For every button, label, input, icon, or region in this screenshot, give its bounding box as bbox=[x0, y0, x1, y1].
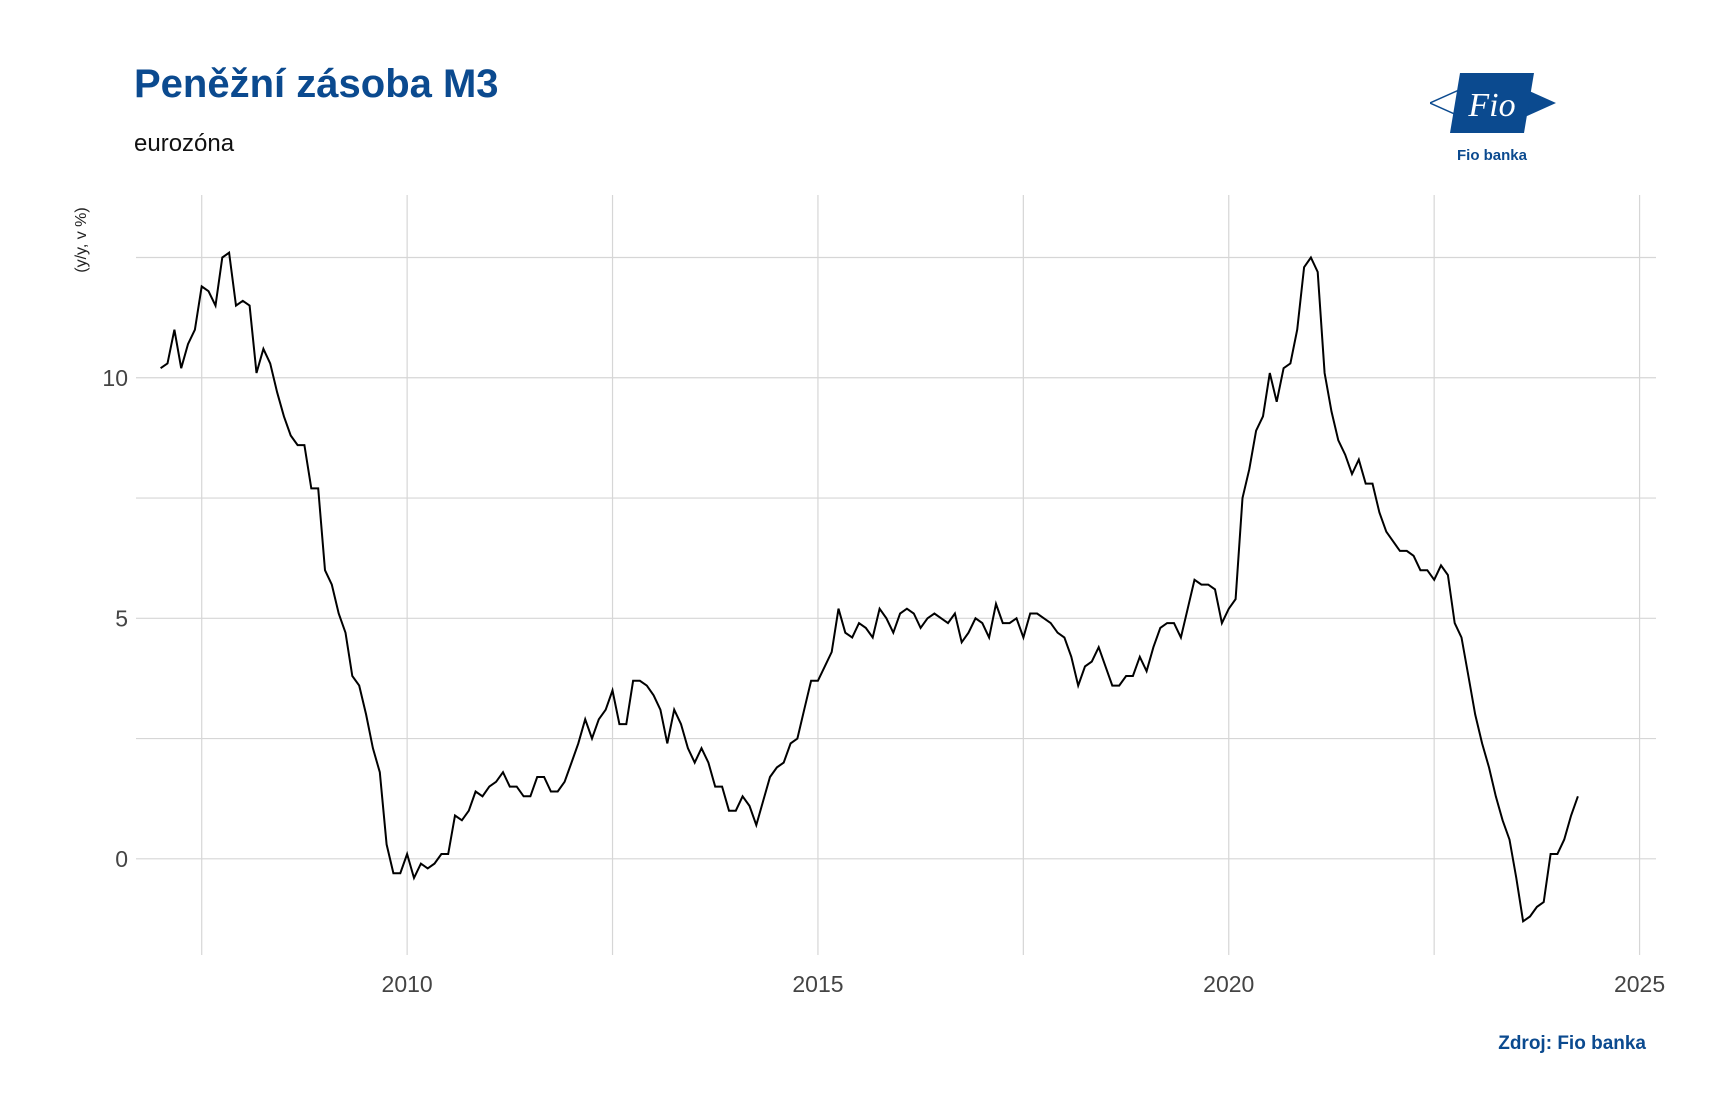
y-tick-label: 0 bbox=[115, 846, 128, 872]
logo-mark-text: Fio bbox=[1467, 87, 1515, 124]
x-tick-label: 2015 bbox=[792, 971, 843, 997]
x-tick-label: 2020 bbox=[1203, 971, 1254, 997]
y-tick-label: 10 bbox=[102, 365, 128, 391]
chart-subtitle: eurozóna bbox=[134, 130, 235, 157]
series-line bbox=[160, 250, 1579, 924]
x-tick-label: 2010 bbox=[382, 971, 433, 997]
logo-caption: Fio banka bbox=[1457, 147, 1528, 164]
y-axis-label: (y/y, v %) bbox=[73, 207, 90, 272]
x-tick-label: 2025 bbox=[1614, 971, 1665, 997]
fio-logo-icon: Fio Fio banka bbox=[1428, 68, 1570, 168]
source-note: Zdroj: Fio banka bbox=[1498, 1033, 1646, 1054]
y-axis-ticks: 0 5 10 bbox=[102, 365, 128, 872]
grid-lines bbox=[136, 195, 1656, 955]
chart-title: Peněžní zásoba M3 bbox=[134, 62, 499, 106]
x-axis-ticks: 2010 2015 2020 2025 bbox=[382, 971, 1666, 997]
y-tick-label: 5 bbox=[115, 605, 128, 631]
